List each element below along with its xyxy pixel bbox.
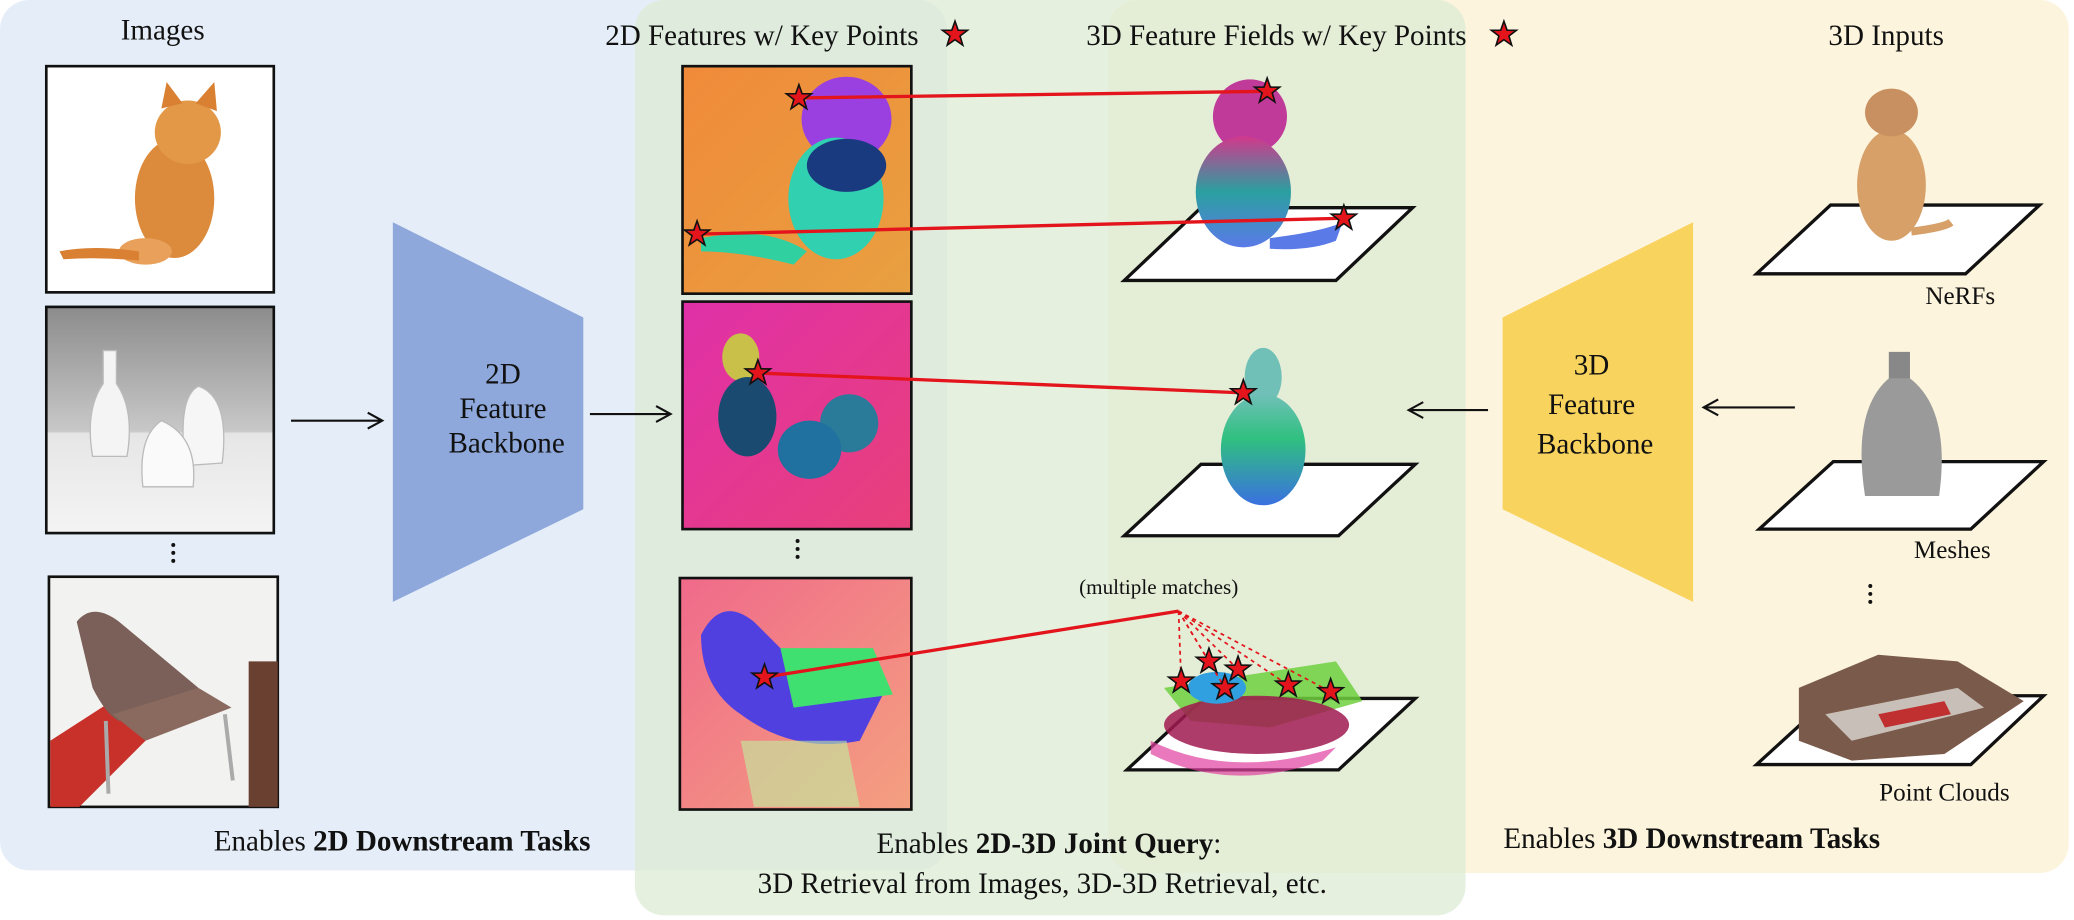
backbone-3d <box>1502 222 1694 602</box>
footer: 3D Retrieval from Images, 3D-3D Retrieva… <box>758 868 1327 900</box>
input-nerf <box>1752 88 2044 276</box>
heading: Images <box>121 15 205 47</box>
footer: Enables 2D Downstream Tasks <box>214 826 591 858</box>
feature-field <box>1120 347 1420 538</box>
text: 2D <box>485 359 521 391</box>
feature-map <box>678 576 913 811</box>
text: Enables <box>1503 823 1602 855</box>
text: : <box>1213 828 1221 860</box>
image-chair <box>47 575 280 809</box>
backbone-label: 2D Feature Backbone <box>448 359 564 460</box>
text: 2D-3D Joint Query <box>976 828 1214 860</box>
heading: 2D Features w/ Key Points <box>605 20 918 52</box>
text: 2D Downstream Tasks <box>313 826 590 858</box>
input-label: Meshes <box>1914 537 1991 564</box>
footer: Enables 2D-3D Joint Query: <box>876 828 1221 860</box>
text: Enables <box>876 828 975 860</box>
input-pointcloud <box>1752 654 2048 767</box>
text: 3D Downstream Tasks <box>1603 823 1880 855</box>
text: Backbone <box>448 427 564 459</box>
text: Feature <box>459 393 546 425</box>
correspondence-line <box>697 89 1344 679</box>
annotation: (multiple matches) <box>1079 575 1238 599</box>
footer: Enables 3D Downstream Tasks <box>1503 823 1880 855</box>
text: 3D <box>1574 349 1610 381</box>
input-label: Point Clouds <box>1879 779 2010 806</box>
backbone-label: 3D Feature Backbone <box>1537 349 1653 460</box>
text: Enables <box>214 826 313 858</box>
input-label: NeRFs <box>1925 283 1995 310</box>
heading: 3D Feature Fields w/ Key Points <box>1086 20 1466 52</box>
input-mesh <box>1754 351 2048 531</box>
ellipsis <box>171 539 1873 604</box>
text: Backbone <box>1537 429 1653 461</box>
image-cat <box>44 64 276 294</box>
arrow <box>290 398 1795 430</box>
backbone-2d <box>392 222 584 602</box>
feature-map <box>681 300 913 531</box>
heading: 3D Inputs <box>1828 20 1944 52</box>
image-vases <box>44 305 276 535</box>
text: Feature <box>1548 389 1635 421</box>
